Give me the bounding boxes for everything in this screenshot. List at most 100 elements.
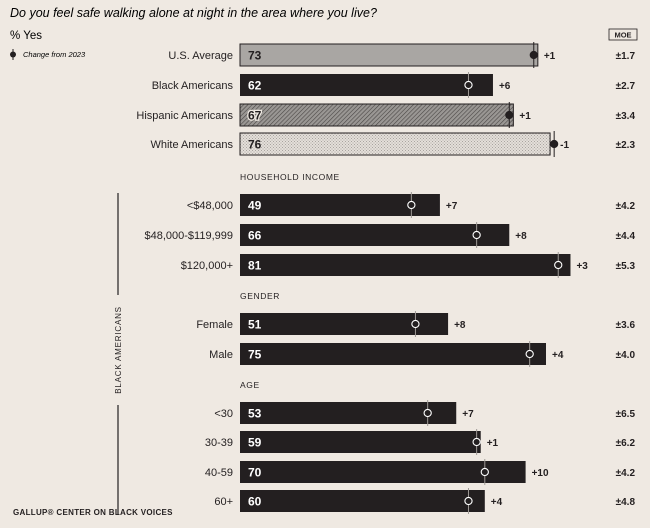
chart-row: Black Americans 62 +6 ±2.7 — [152, 72, 636, 98]
moe-value: ±4.0 — [616, 350, 636, 361]
change-label: +1 — [487, 438, 499, 449]
prior-year-marker-dot — [472, 230, 481, 240]
prior-year-marker-dot — [464, 496, 473, 506]
chart-row: White Americans 76 -1 ±2.3 — [150, 131, 635, 157]
chart-row: 60+ 60 +4 ±4.8 — [214, 488, 635, 514]
chart-rows: U.S. Average 73 +1 ±1.7 Black Americans 62 +6 ±… — [136, 42, 635, 514]
bar-value-label: 81 — [248, 259, 262, 273]
legend: Change from 2023 — [10, 49, 86, 60]
prior-year-marker-dot — [529, 50, 538, 60]
bar — [240, 461, 526, 483]
category-label: U.S. Average — [168, 50, 233, 62]
moe-value: ±5.3 — [616, 261, 636, 272]
moe-value: ±4.8 — [616, 497, 636, 508]
category-label: 30-39 — [205, 437, 233, 449]
moe-value: ±6.5 — [616, 409, 636, 420]
bar-value-label: 59 — [248, 436, 262, 450]
chart-row: $48,000-$119,999 66 +8 ±4.4 — [145, 222, 636, 248]
change-label: -1 — [560, 140, 569, 151]
prior-year-marker-dot — [550, 139, 559, 149]
moe-value: ±3.6 — [616, 320, 636, 331]
bar-value-label: 66 — [248, 229, 262, 243]
moe-header: MOE — [608, 28, 638, 41]
change-label: +3 — [576, 261, 588, 272]
bar-value-label: 67 — [248, 109, 262, 123]
bar-value-label: 60 — [248, 495, 262, 509]
chart-row: AGE <30 53 +7 ±6.5 — [214, 380, 635, 426]
moe-header-label: MOE — [614, 31, 631, 40]
category-label: Hispanic Americans — [136, 110, 233, 122]
bar — [240, 402, 457, 424]
bar-value-label: 51 — [248, 318, 262, 332]
group-label: BLACK AMERICANS — [114, 306, 123, 394]
chart-row: GENDER Female 51 +8 ±3.6 — [196, 291, 635, 337]
change-label: +7 — [446, 201, 458, 212]
prior-year-marker-dot — [464, 80, 473, 90]
bar — [239, 103, 514, 127]
bar — [240, 431, 481, 453]
change-label: +10 — [532, 468, 549, 479]
chart-row: Male 75 +4 ±4.0 — [209, 341, 635, 367]
change-label: +8 — [454, 320, 466, 331]
black-americans-group-bracket: BLACK AMERICANS — [114, 193, 123, 515]
moe-value: ±4.4 — [616, 231, 636, 242]
moe-value: ±4.2 — [616, 201, 636, 212]
prior-year-marker-dot — [472, 437, 481, 447]
bar — [240, 490, 485, 512]
moe-value: ±2.7 — [616, 81, 636, 92]
category-label: White Americans — [150, 139, 233, 151]
moe-header-box — [608, 28, 638, 41]
section-heading: AGE — [240, 380, 260, 390]
bar-value-label: 53 — [248, 407, 262, 421]
bar — [240, 313, 449, 335]
chart-row: HOUSEHOLD INCOME <$48,000 49 +7 ±4.2 — [187, 172, 636, 218]
bar — [240, 254, 571, 276]
bar-value-label: 73 — [248, 49, 262, 63]
category-label: <$48,000 — [187, 200, 233, 212]
bar-value-label: 75 — [248, 348, 262, 362]
prior-year-marker-dot — [554, 260, 563, 270]
moe-value: ±3.4 — [616, 111, 636, 122]
chart-row: Hispanic Americans 67 +1 ±3.4 — [136, 102, 635, 128]
prior-year-marker-dot — [505, 110, 514, 120]
change-label: +4 — [552, 350, 564, 361]
bar — [240, 194, 440, 216]
change-label: +6 — [499, 81, 511, 92]
section-heading: GENDER — [240, 291, 280, 301]
prior-year-marker-dot — [407, 200, 416, 210]
category-label: Male — [209, 349, 233, 361]
bar-value-label: 49 — [248, 199, 262, 213]
change-label: +1 — [544, 51, 556, 62]
category-label: Black Americans — [152, 80, 234, 92]
bar-value-label: 76 — [248, 138, 262, 152]
category-label: <30 — [214, 408, 233, 420]
chart-row: 40-59 70 +10 ±4.2 — [205, 459, 636, 485]
prior-year-marker-dot — [411, 319, 420, 329]
chart-row: $120,000+ 81 +3 ±5.3 — [181, 252, 636, 278]
change-label: +4 — [491, 497, 503, 508]
chart-row: U.S. Average 73 +1 ±1.7 — [168, 42, 635, 68]
bar — [239, 43, 539, 67]
change-label: +8 — [515, 231, 527, 242]
moe-value: ±4.2 — [616, 468, 636, 479]
bar — [240, 224, 510, 246]
category-label: Female — [196, 319, 233, 331]
change-label: +7 — [462, 409, 474, 420]
category-label: 60+ — [214, 496, 233, 508]
category-label: $48,000-$119,999 — [145, 230, 234, 242]
bar — [239, 132, 551, 156]
bar-value-label: 62 — [248, 79, 262, 93]
footer-source: GALLUP® CENTER ON BLACK VOICES — [13, 508, 173, 517]
chart-row: 30-39 59 +1 ±6.2 — [205, 429, 635, 455]
change-label: +1 — [519, 111, 531, 122]
legend-dot-icon — [10, 51, 16, 58]
chart-title: Do you feel safe walking alone at night … — [10, 6, 377, 20]
prior-year-marker-dot — [480, 467, 489, 477]
prior-year-marker-dot — [423, 408, 432, 418]
bar-value-label: 70 — [248, 466, 262, 480]
bar — [240, 74, 493, 96]
prior-year-marker-dot — [525, 349, 534, 359]
category-label: 40-59 — [205, 467, 233, 479]
legend-label: Change from 2023 — [23, 50, 86, 59]
